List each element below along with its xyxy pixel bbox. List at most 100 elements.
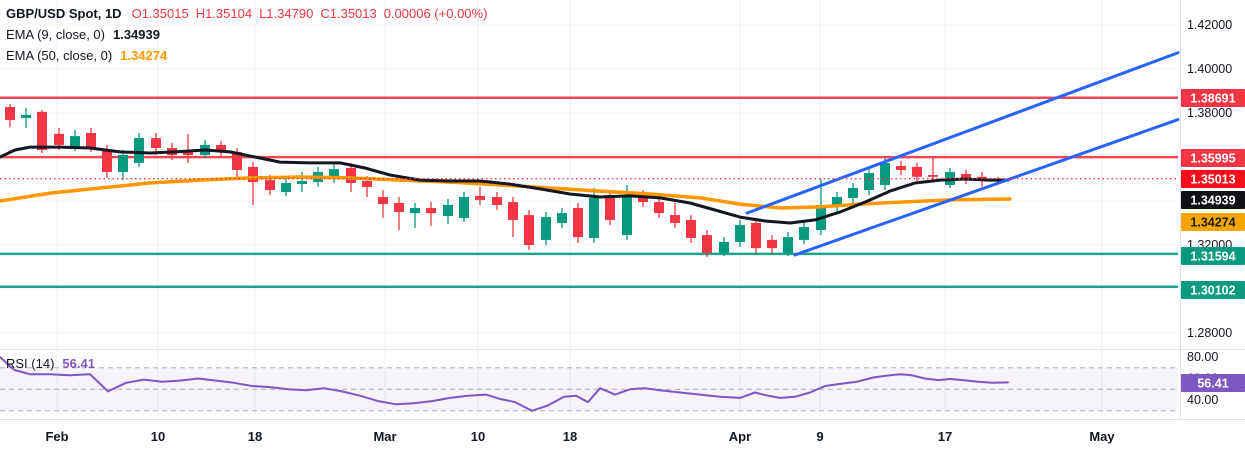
price-tick-label: 1.38000 [1187,106,1232,120]
pane-separators [0,0,1245,420]
price-tick-label: 1.40000 [1187,62,1232,76]
trendline [745,51,1180,215]
candle [654,197,664,218]
svg-text:1.34274: 1.34274 [1190,216,1235,230]
ema9-line [0,145,1010,225]
candle [767,235,777,253]
candle [896,160,906,176]
rsi-label[interactable]: RSI (14) [6,356,55,371]
candle [573,202,583,244]
candle [248,162,258,205]
candle [410,202,420,229]
candle [134,133,144,167]
svg-text:1.34939: 1.34939 [1190,194,1235,208]
candle [880,158,890,190]
candle [541,212,551,245]
candle [751,217,761,253]
ema9-legend-row: EMA (9, close, 0) 1.34939 [6,24,494,45]
axis-price-badge: 1.35013 [1181,170,1245,188]
axis-price-badge: 1.31594 [1181,247,1245,265]
candle [443,199,453,225]
svg-text:1.35013: 1.35013 [1190,173,1235,187]
candle [216,140,226,156]
main-chart-legend: GBP/USD Spot, 1D O1.35015 H1.35104 L1.34790… [6,3,494,66]
rsi-tick-label: 40.00 [1187,393,1218,407]
candle [783,232,793,256]
time-tick-label: Mar [373,429,396,444]
candle [670,202,680,229]
trendline-channel[interactable] [745,51,1180,257]
time-tick-label: May [1089,429,1115,444]
ema50-value: 1.34274 [120,48,168,63]
rsi-legend-row: RSI (14) 56.41 [6,356,95,371]
candle [118,149,128,181]
svg-text:1.30102: 1.30102 [1190,284,1235,298]
candle [799,221,809,244]
rsi-line [0,356,1009,412]
candle [475,186,485,205]
ema50-legend-row: EMA (50, close, 0) 1.34274 [6,45,494,66]
candle [832,191,842,212]
candle [735,219,745,247]
time-tick-label: 10 [471,429,485,444]
time-tick-label: 17 [938,429,952,444]
ema50-label[interactable]: EMA (50, close, 0) [6,48,113,63]
rsi-tick-label: 80.00 [1187,350,1218,364]
ema9-label[interactable]: EMA (9, close, 0) [6,27,105,42]
trendline [793,118,1180,257]
ohlc-high: H1.35104 [195,6,253,21]
symbol-title[interactable]: GBP/USD Spot, 1D [6,6,122,21]
candle [183,133,193,163]
candle [928,158,938,181]
candle [281,177,291,196]
time-tick-label: Feb [45,429,68,444]
candle [329,164,339,183]
ohlc-close: C1.35013 [320,6,377,21]
time-tick-label: Apr [729,429,751,444]
candle [459,191,469,222]
ohlc-low: L1.34790 [259,6,314,21]
change-value: 0.00006 (+0.00%) [383,6,488,21]
symbol-legend-row: GBP/USD Spot, 1D O1.35015 H1.35104 L1.34790… [6,3,494,24]
candle [426,202,436,227]
time-axis[interactable]: Feb 10 18 Mar 10 18 Apr 9 17 May [45,429,1115,444]
price-tick-label: 1.42000 [1187,18,1232,32]
time-tick-label: 18 [563,429,577,444]
axis-price-badge: 1.34274 [1181,213,1245,231]
svg-text:1.38691: 1.38691 [1190,92,1235,106]
price-tick-label: 1.28000 [1187,326,1232,340]
rsi-band [0,367,1178,412]
candle [508,197,518,238]
axis-price-badge: 1.34939 [1181,191,1245,209]
svg-text:56.41: 56.41 [1197,377,1228,391]
time-tick-label: 10 [151,429,165,444]
axis-price-badge: 56.41 [1181,374,1245,392]
axis-price-badge: 1.38691 [1181,89,1245,107]
svg-text:1.35995: 1.35995 [1190,152,1235,166]
candle [5,103,15,128]
candle [912,162,922,181]
ema9-value: 1.34939 [112,27,160,42]
time-tick-label: 18 [248,429,262,444]
candle [378,190,388,218]
candle [961,169,971,185]
axis-price-badge: 1.35995 [1181,149,1245,167]
time-tick-label: 9 [816,429,823,444]
candle [864,168,874,196]
candle [719,237,729,256]
axis-price-badge: 1.30102 [1181,281,1245,299]
candle [557,208,567,229]
candle [702,230,712,258]
candle [394,197,404,231]
rsi-value: 56.41 [62,356,95,371]
candle [686,215,696,244]
candle [297,171,307,192]
price-levels [0,96,1178,289]
candle [492,191,502,211]
price-axis[interactable]: 1.420001.400001.380001.360001.340001.320… [1181,18,1245,407]
candle [21,107,31,128]
candle [848,182,858,203]
svg-text:1.31594: 1.31594 [1190,250,1235,264]
